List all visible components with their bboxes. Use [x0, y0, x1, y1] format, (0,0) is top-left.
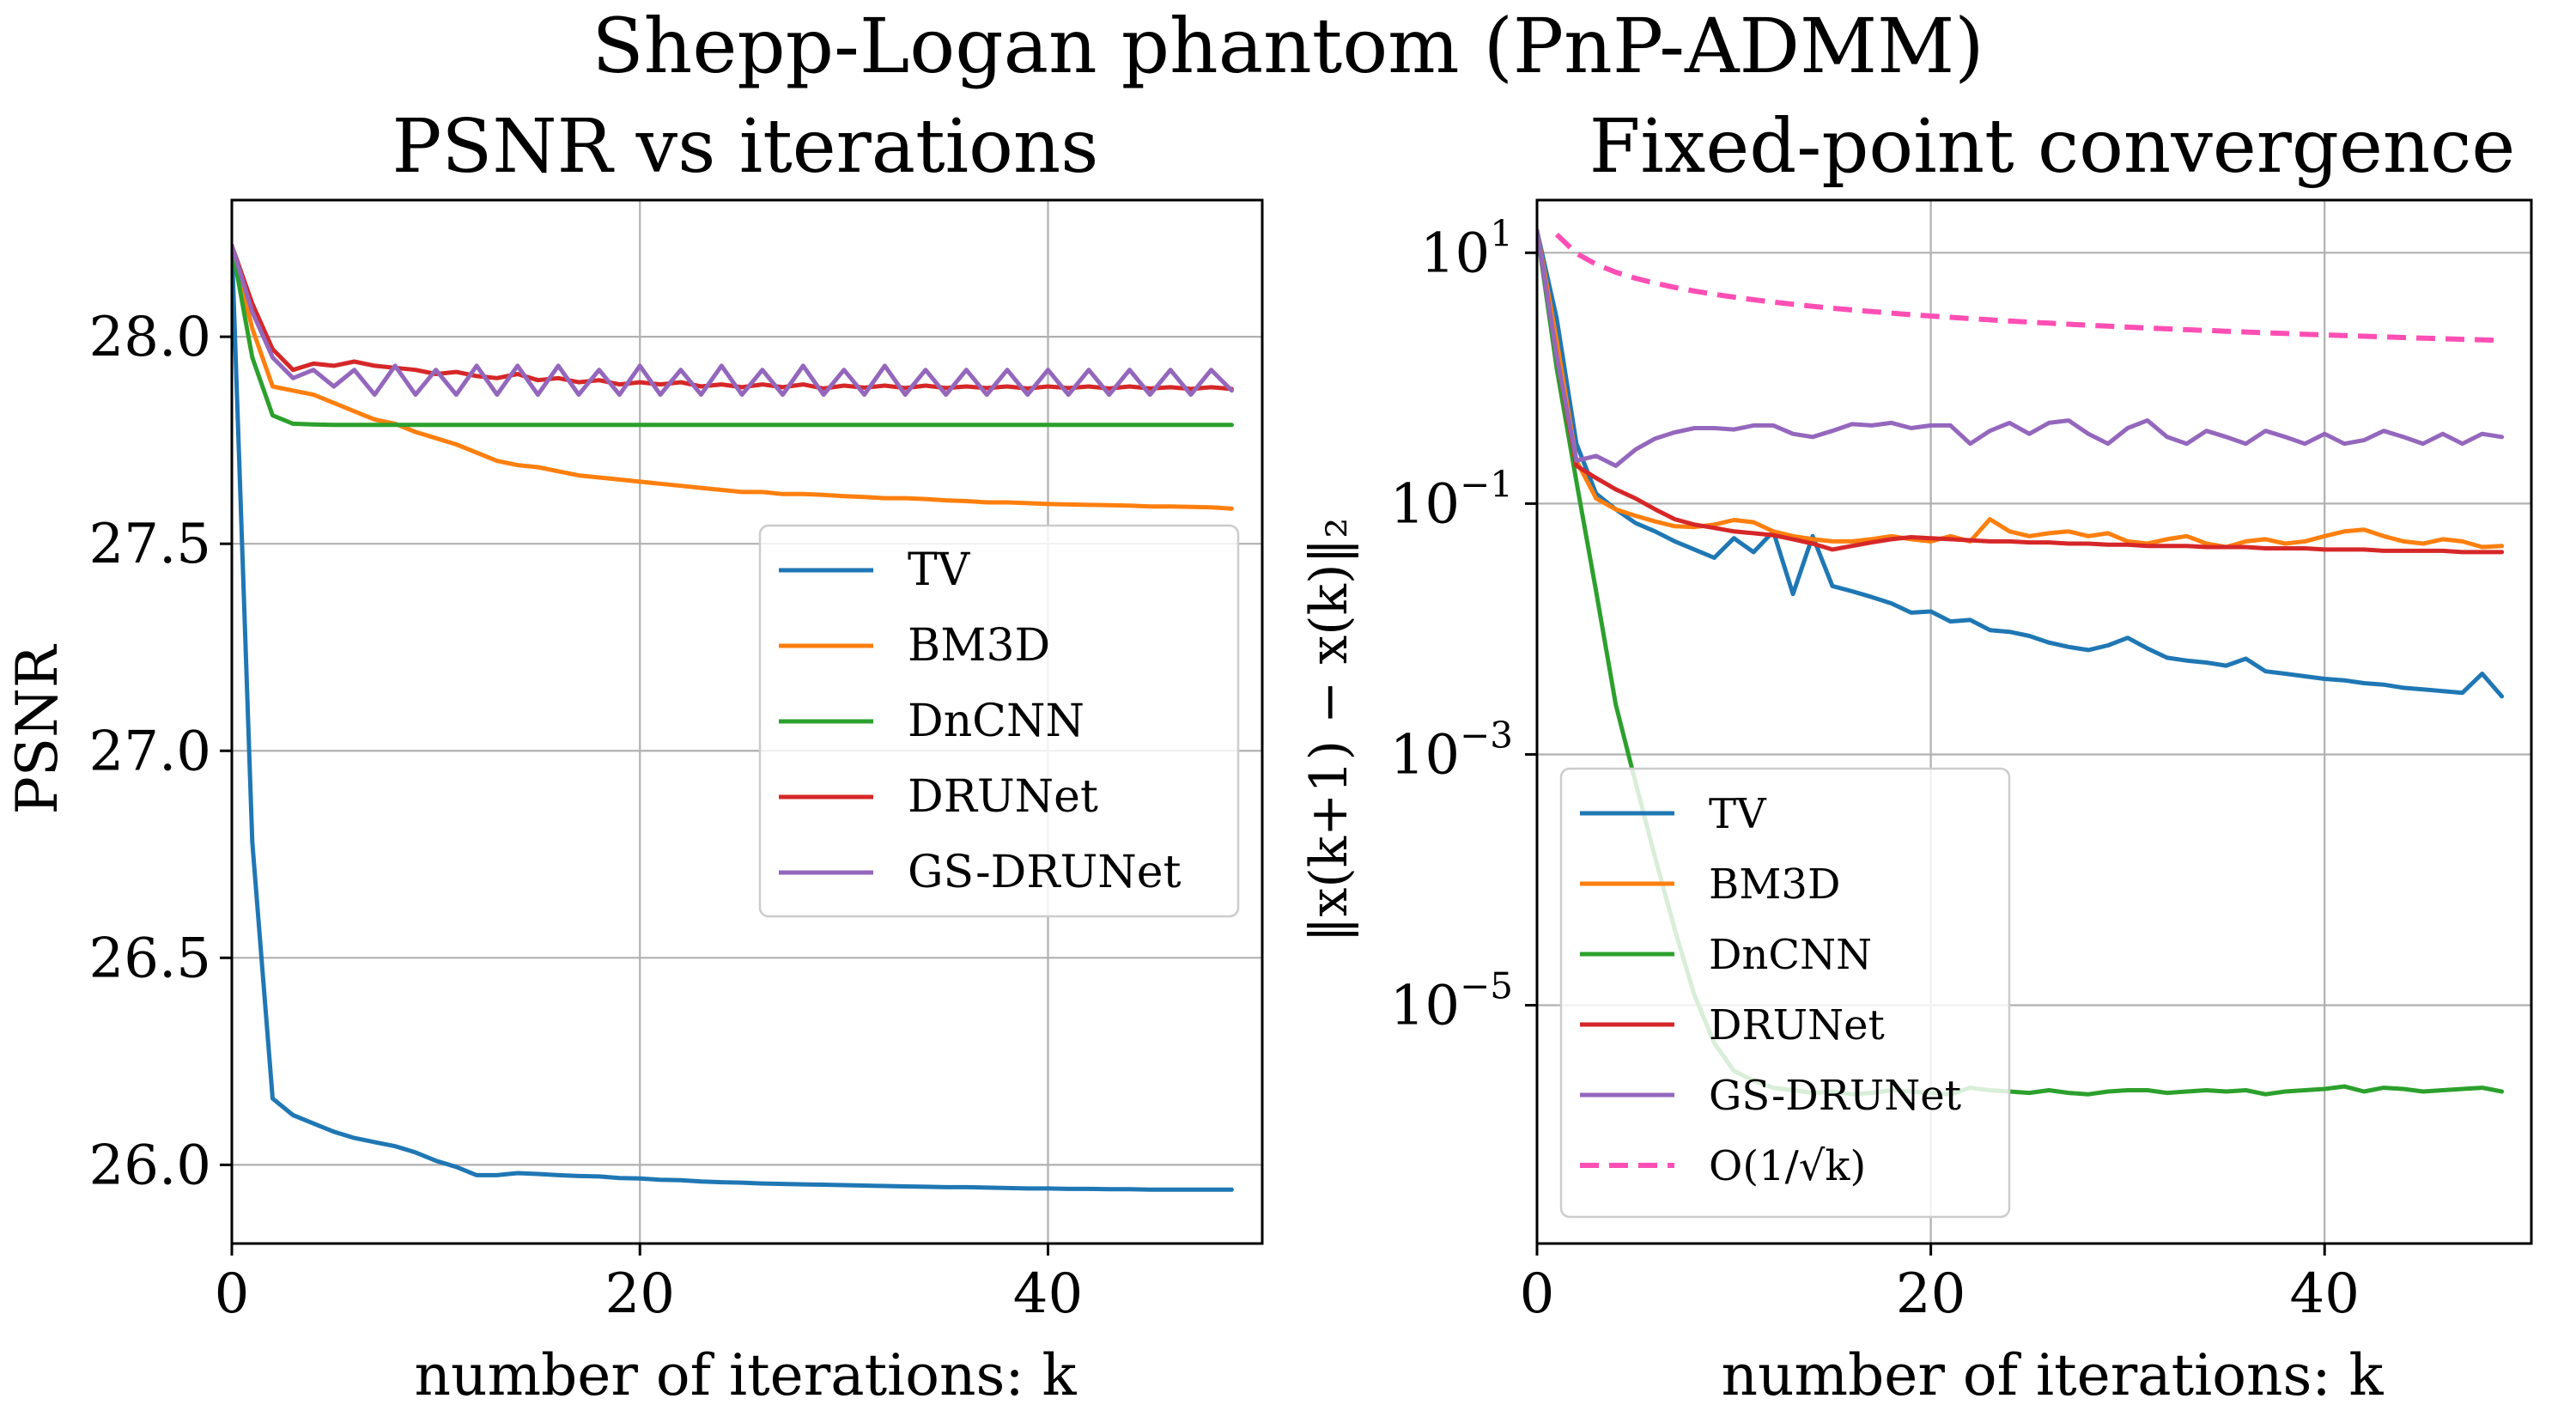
psnr-plot-frame [230, 198, 1264, 1245]
psnr-legend-label: DRUNet [908, 771, 1098, 823]
psnr-chart: PSNR vs iterations number of iterations:… [4, 104, 1264, 1408]
psnr-series-gs-drunet-line [232, 243, 1234, 398]
psnr-ticks: 0 20 40 26.0 26.5 27.0 27.5 28.0 [89, 306, 1084, 1326]
psnr-ytick-label: 28.0 [89, 306, 212, 369]
psnr-series-tv-line [232, 243, 1234, 1192]
psnr-ytick-label: 27.0 [89, 720, 212, 783]
psnr-chart-title: PSNR vs iterations [392, 104, 1099, 190]
convergence-chart-xlabel: number of iterations: k [1721, 1342, 2384, 1408]
psnr-xtick-label: 40 [1013, 1262, 1083, 1326]
convergence-ytick-label: 10−5 [1390, 965, 1513, 1038]
convergence-series-bm3d-line [1537, 228, 2505, 550]
convergence-legend-label: BM3D [1709, 861, 1840, 909]
psnr-series-drunet-line [232, 243, 1234, 392]
psnr-series-lines [232, 243, 1234, 1192]
convergence-chart: Fixed-point convergence number of iterat… [1299, 104, 2533, 1408]
psnr-xtick-label: 0 [215, 1262, 250, 1326]
convergence-legend-label: DRUNet [1709, 1001, 1885, 1049]
psnr-legend-label: TV [908, 544, 971, 596]
psnr-legend-label: DnCNN [908, 696, 1084, 747]
convergence-ticks: 0 20 40 101 10−1 10−3 10−5 [1390, 212, 2360, 1326]
convergence-ytick-label: 101 [1420, 212, 1513, 285]
psnr-chart-xlabel: number of iterations: k [414, 1342, 1077, 1408]
psnr-legend-label: GS-DRUNet [908, 847, 1182, 898]
psnr-chart-ylabel: PSNR [4, 643, 70, 814]
convergence-legend-label: TV [1709, 790, 1767, 838]
psnr-ytick-label: 26.0 [89, 1134, 212, 1197]
convergence-legend-label: DnCNN [1709, 931, 1872, 979]
convergence-series-gs-drunet-line [1537, 228, 2505, 468]
convergence-xtick-label: 20 [1896, 1262, 1965, 1326]
convergence-legend: TV BM3D DnCNN DRUNet GS-DRUNet O(1/√k) [1559, 767, 2011, 1219]
psnr-series-dncnn-line [232, 243, 1234, 428]
convergence-xtick-label: 0 [1520, 1262, 1555, 1326]
convergence-legend-label: GS-DRUNet [1709, 1072, 1961, 1120]
convergence-series-o-1-k-line [1554, 232, 2502, 344]
psnr-legend-label: BM3D [908, 620, 1050, 672]
convergence-legend-box [1559, 767, 2011, 1219]
psnr-legend-box [758, 524, 1240, 918]
convergence-plot-frame [1535, 198, 2533, 1245]
convergence-series-tv-line [1537, 228, 2505, 699]
convergence-ytick-label: 10−1 [1390, 463, 1513, 536]
convergence-ytick-label: 10−3 [1390, 714, 1513, 787]
psnr-ytick-label: 26.5 [89, 927, 212, 990]
psnr-ytick-label: 27.5 [89, 513, 212, 576]
convergence-legend-label: O(1/√k) [1709, 1142, 1866, 1190]
convergence-xtick-label: 40 [2290, 1262, 2360, 1326]
psnr-legend: TV BM3D DnCNN DRUNet GS-DRUNet [758, 524, 1240, 918]
convergence-series-drunet-line [1537, 228, 2505, 555]
psnr-xtick-label: 20 [605, 1262, 675, 1326]
figure-suptitle: Shepp-Logan phantom (PnP-ADMM) [592, 2, 1984, 90]
convergence-chart-ylabel: ‖x(k+1) − x(k)‖₂ [1299, 518, 1359, 943]
convergence-chart-title: Fixed-point convergence [1589, 104, 2516, 190]
